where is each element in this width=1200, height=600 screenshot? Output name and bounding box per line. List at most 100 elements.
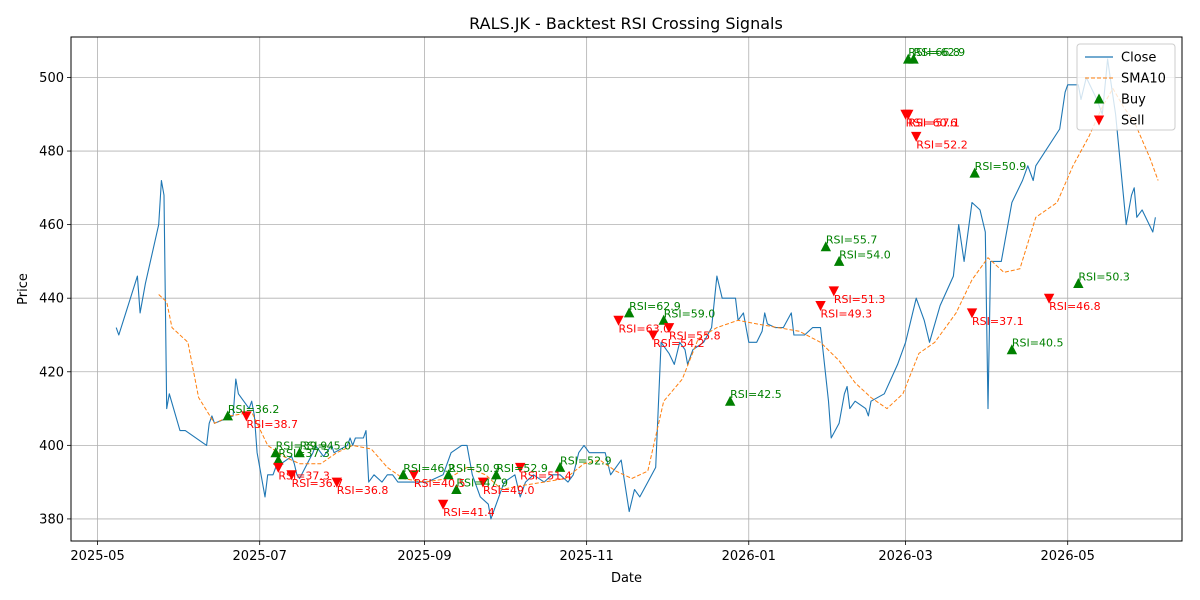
sell-rsi-label: RSI=52.2 <box>916 138 968 151</box>
sell-rsi-label: RSI=60.6 <box>906 116 958 129</box>
buy-rsi-label: RSI=40.5 <box>1012 337 1064 350</box>
buy-marker <box>969 167 980 178</box>
buy-marker <box>833 255 845 266</box>
sell-rsi-label: RSI=54.2 <box>653 337 705 350</box>
sma10-line <box>158 88 1159 490</box>
sell-rsi-label: RSI=55.8 <box>669 330 721 343</box>
grid <box>71 37 1182 541</box>
sell-marker <box>647 330 659 341</box>
buy-rsi-label: RSI=55.7 <box>826 234 878 247</box>
x-tick-label: 2026-01 <box>722 549 776 564</box>
x-tick-label: 2026-05 <box>1041 549 1095 564</box>
y-tick-label: 440 <box>39 292 64 307</box>
legend-sell-swatch <box>1093 115 1105 126</box>
buy-rsi-label: RSI=66.8 <box>908 46 960 59</box>
sell-rsi-label: RSI=38.7 <box>246 418 298 431</box>
legend-label: Close <box>1121 51 1156 66</box>
sell-marker <box>966 308 978 319</box>
sell-marker <box>437 499 449 510</box>
buy-rsi-label: RSI=59.0 <box>664 307 716 320</box>
sell-marker <box>828 286 840 297</box>
sell-marker <box>241 411 252 422</box>
sell-rsi-label: RSI=37.3 <box>278 469 330 482</box>
sell-marker <box>286 470 297 481</box>
sell-marker <box>408 470 420 481</box>
buy-rsi-label: RSI=47.9 <box>456 476 508 489</box>
y-tick-label: 500 <box>39 71 64 86</box>
buy-marker <box>1073 277 1084 288</box>
y-tick-label: 400 <box>39 439 64 454</box>
legend-label: Buy <box>1121 93 1146 108</box>
buy-rsi-label: RSI=37.3 <box>278 447 330 460</box>
chart-title: RALS.JK - Backtest RSI Crossing Signals <box>469 14 783 33</box>
buy-marker <box>554 461 566 472</box>
sell-rsi-label: RSI=36.8 <box>337 484 389 497</box>
buy-marker <box>451 483 462 494</box>
buy-marker <box>658 314 669 325</box>
buy-marker <box>1006 344 1018 355</box>
x-tick-label: 2026-03 <box>878 549 932 564</box>
sell-rsi-label: RSI=40.5 <box>414 477 466 490</box>
axes: 2025-05 2025-07 2025-09 2025-11 2026-01 2026-… <box>39 71 1095 564</box>
sell-rsi-label: RSI=51.4 <box>520 469 572 482</box>
buy-rsi-label: RSI=45.0 <box>300 440 352 453</box>
buy-rsi-label: RSI=42.5 <box>730 388 782 401</box>
legend-label: Sell <box>1121 114 1144 129</box>
buy-marker <box>273 454 284 465</box>
sell-rsi-label: RSI=41.4 <box>443 506 495 519</box>
sell-rsi-label: RSI=37.1 <box>972 315 1024 328</box>
plot-frame <box>70 36 1183 542</box>
buy-marker <box>908 53 919 64</box>
sell-marker <box>514 462 526 473</box>
y-tick-label: 480 <box>39 145 64 160</box>
buy-marker <box>724 395 736 406</box>
sell-marker <box>1043 293 1055 304</box>
legend-box <box>1076 43 1176 131</box>
sell-marker <box>331 477 342 488</box>
signal-annotations: RSI=36.2RSI=39.9RSI=37.3RSI=45.0RSI=46.2… <box>228 46 1130 519</box>
sell-marker <box>663 323 675 334</box>
sell-rsi-label: RSI=63.0 <box>619 322 671 335</box>
buy-rsi-label: RSI=62.9 <box>914 46 966 59</box>
close-price-line <box>115 58 1156 520</box>
x-axis-title: Date <box>611 571 642 586</box>
buy-marker <box>294 447 305 458</box>
y-tick-label: 380 <box>39 512 64 527</box>
legend-buy-swatch <box>1093 93 1105 104</box>
legend: Close SMA10 Buy Sell <box>1076 43 1176 131</box>
buy-rsi-label: RSI=36.2 <box>228 403 280 416</box>
sell-marker <box>903 109 914 120</box>
x-tick-label: 2025-05 <box>70 549 124 564</box>
buy-marker <box>820 241 832 252</box>
sell-rsi-label: RSI=46.8 <box>1049 300 1101 313</box>
buy-rsi-label: RSI=62.9 <box>629 300 681 313</box>
x-tick-label: 2025-07 <box>233 549 287 564</box>
buy-rsi-label: RSI=52.9 <box>496 462 548 475</box>
buy-marker <box>491 469 502 480</box>
legend-label: SMA10 <box>1121 72 1166 87</box>
buy-marker <box>623 307 635 318</box>
sell-rsi-label: RSI=57.1 <box>908 116 960 129</box>
x-tick-label: 2025-09 <box>397 549 451 564</box>
buy-marker <box>443 469 454 480</box>
buy-marker <box>398 469 409 480</box>
buy-rsi-label: RSI=52.9 <box>560 454 612 467</box>
sell-marker <box>273 462 284 473</box>
sell-rsi-label: RSI=49.3 <box>821 308 873 321</box>
sell-rsi-label: RSI=51.3 <box>834 293 886 306</box>
sell-rsi-label: RSI=36.7 <box>292 477 344 490</box>
buy-rsi-label: RSI=46.2 <box>403 462 455 475</box>
y-tick-label: 460 <box>39 218 64 233</box>
buy-rsi-label: RSI=50.9 <box>448 462 500 475</box>
buy-rsi-label: RSI=50.3 <box>1078 270 1130 283</box>
y-axis-title: Price <box>16 273 31 305</box>
buy-rsi-label: RSI=39.9 <box>276 440 328 453</box>
sell-rsi-label: RSI=49.0 <box>483 484 535 497</box>
sell-marker <box>613 315 624 326</box>
series-layer <box>115 58 1159 520</box>
signal-markers <box>222 53 1084 510</box>
sell-marker <box>815 301 826 312</box>
buy-rsi-label: RSI=50.9 <box>975 160 1027 173</box>
